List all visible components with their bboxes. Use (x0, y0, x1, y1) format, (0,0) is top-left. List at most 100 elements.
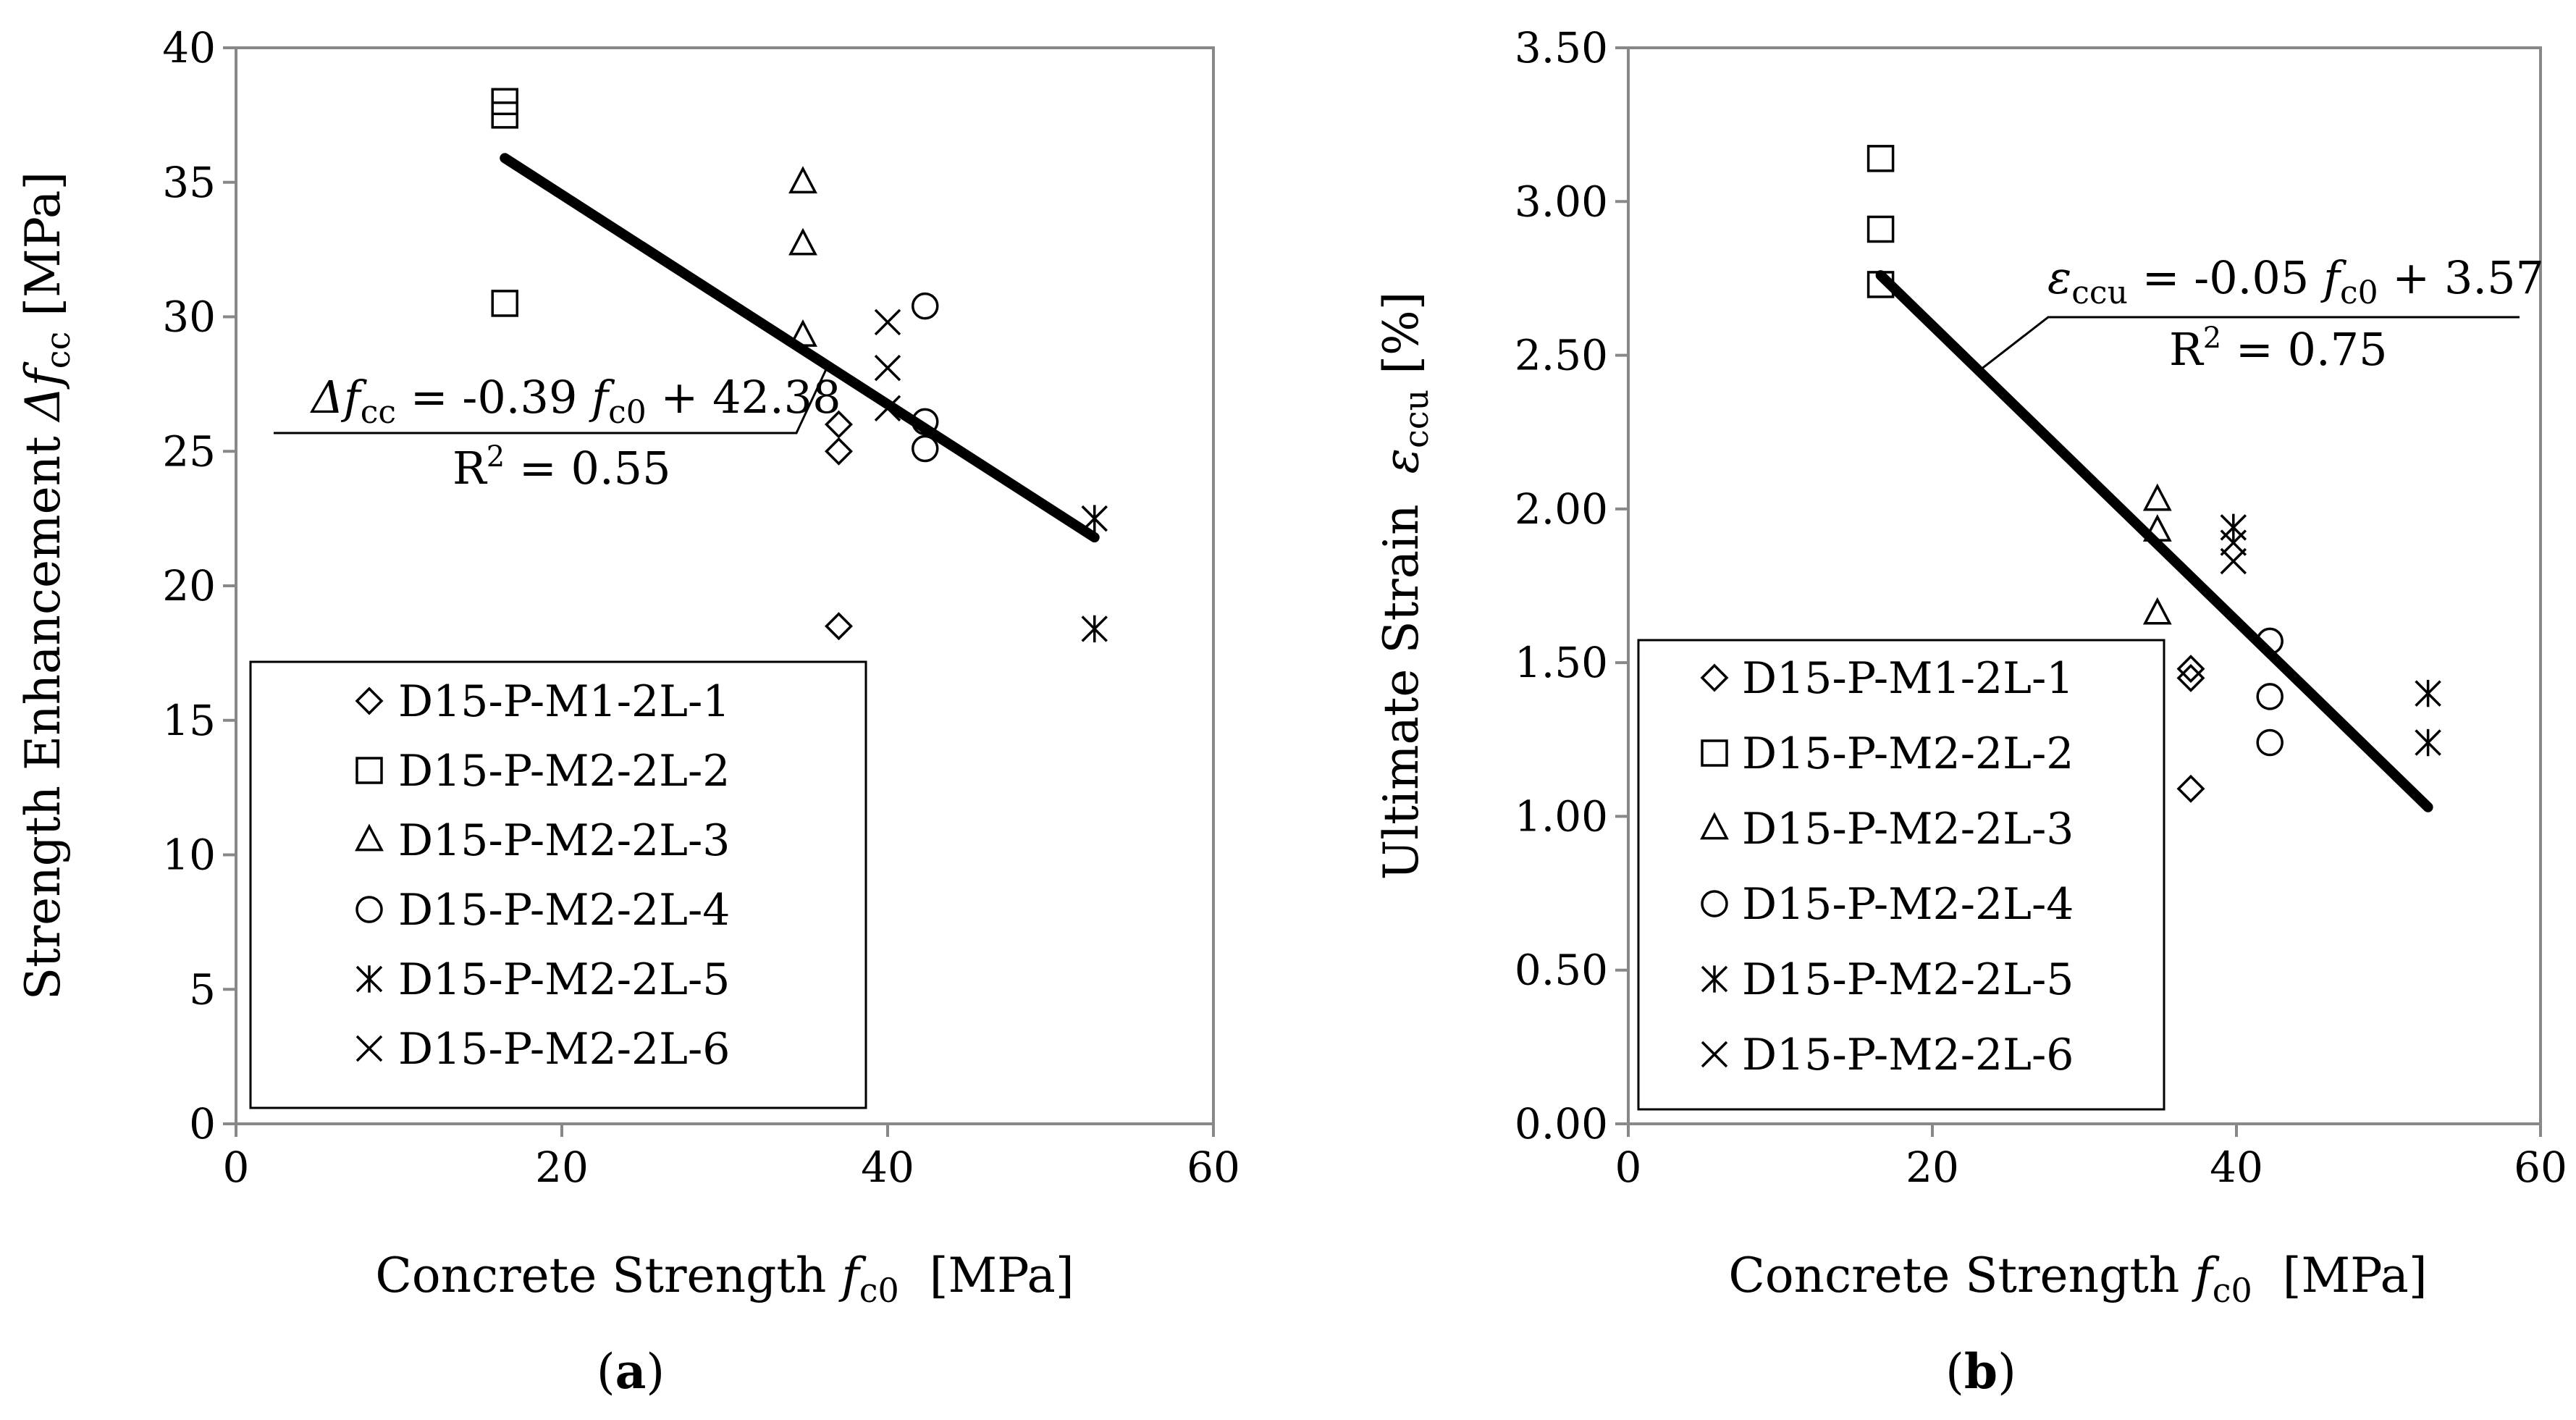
panel-a-legend-marker-diamond (355, 686, 384, 715)
panel-a-equation-leader (274, 367, 828, 434)
panel-a-y-tick-label: 10 (162, 831, 216, 880)
panel-a-point-square (491, 101, 518, 129)
panel-a-point-circle (912, 292, 939, 320)
panel-b-equation: εccu = -0.05 fc0 + 3.57 (2047, 251, 2544, 311)
panel-a-r2: R2 = 0.55 (453, 440, 671, 495)
panel-a-point-triangle (788, 319, 817, 347)
panel-a-legend-marker-asterisk (355, 965, 383, 993)
panel-b-legend-marker-circle (1701, 890, 1728, 917)
panel-a-x-tick-label: 40 (861, 1143, 914, 1192)
panel-a-legend-label: D15-P-M2-2L-3 (398, 815, 730, 866)
panel-b-point-circle (2256, 627, 2284, 655)
panel-b-point-asterisk (2415, 728, 2441, 757)
panel-a: 0 5 10 15 20 25 30 35 40 0 20 40 60 Δfcc = -0.39 fc… (15, 23, 1240, 1400)
panel-b-point-square (1866, 215, 1895, 243)
panel-b: 0.00 0.50 1.00 1.50 2.00 2.50 3.00 3.50 0 20 40 60… (1373, 23, 2567, 1400)
panel-a-y-tick-label: 25 (162, 427, 216, 476)
panel-a-x-tick-label: 60 (1187, 1143, 1240, 1192)
panel-a-x-axis: 0 20 40 60 (223, 1124, 1240, 1192)
panel-b-point-circle (2256, 728, 2284, 757)
panel-b-legend-label: D15-P-M2-2L-4 (1742, 879, 2074, 930)
panel-a-y-axis: 0 5 10 15 20 25 30 35 40 (162, 23, 236, 1148)
panel-b-point-x (2220, 529, 2247, 556)
panel-b-legend-marker-asterisk (1701, 965, 1728, 993)
panel-b-point-diamond (2176, 663, 2205, 692)
panel-b-legend-label: D15-P-M2-2L-3 (1742, 804, 2074, 854)
panel-b-x-tick-label: 0 (1615, 1143, 1642, 1192)
panel-a-legend-marker-circle (355, 896, 383, 923)
panel-b-y-tick-label: 2.00 (1515, 484, 1608, 534)
panel-b-data-points (1866, 145, 2441, 803)
panel-a-legend-marker-square (355, 757, 383, 784)
panel-a-legend-label: D15-P-M2-2L-6 (398, 1024, 730, 1075)
panel-b-legend-label: D15-P-M1-2L-1 (1742, 653, 2074, 704)
panel-a-legend-label: D15-P-M1-2L-1 (398, 676, 730, 727)
panel-a-point-asterisk (1081, 615, 1108, 643)
panel-a-point-x (874, 308, 901, 336)
panel-b-y-tick-label: 0.50 (1515, 946, 1608, 995)
panel-a-legend-label: D15-P-M2-2L-5 (398, 954, 730, 1005)
panel-b-caption: (b) (1945, 1343, 2016, 1400)
panel-b-y-tick-label: 0.00 (1515, 1099, 1608, 1148)
panel-a-y-tick-label: 0 (189, 1099, 216, 1148)
panel-b-x-tick-label: 60 (2514, 1143, 2567, 1192)
panel-a-legend-marker-triangle (355, 823, 384, 852)
panel-a-legend-marker-x (355, 1035, 383, 1062)
panel-a-y-tick-label: 20 (162, 561, 216, 610)
panel-b-legend-label: D15-P-M2-2L-6 (1742, 1030, 2074, 1080)
panel-b-point-diamond (2176, 774, 2205, 803)
panel-b-legend-marker-diamond (1700, 663, 1729, 692)
panel-a-y-tick-label: 15 (162, 696, 216, 745)
panel-b-y-tick-label: 3.00 (1515, 177, 1608, 226)
panel-a-point-triangle (788, 227, 817, 256)
panel-a-caption: (a) (597, 1343, 665, 1400)
panel-a-x-tick-label: 0 (223, 1143, 250, 1192)
panel-b-equation-leader (1980, 316, 2520, 371)
panel-a-y-tick-label: 5 (189, 965, 216, 1014)
panel-b-legend-entries: D15-P-M1-2L-1 D15-P-M2-2L-2 D15-P-M2-2L-3 D… (1700, 653, 2074, 1080)
panel-a-data-points (491, 88, 1108, 643)
panel-a-point-diamond (825, 612, 853, 641)
panel-b-legend-marker-triangle (1700, 812, 1729, 840)
panel-a-point-circle (912, 408, 939, 436)
panel-b-x-tick-label: 20 (1906, 1143, 1959, 1192)
panel-a-y-axis-title: Strength Enhancement Δfcc [MPa] (15, 172, 77, 1000)
panel-a-trendline (500, 153, 1100, 543)
panel-a-x-tick-label: 20 (535, 1143, 589, 1192)
panel-b-point-triangle (2142, 597, 2172, 625)
panel-a-legend (249, 660, 867, 1109)
panel-b-point-square (1866, 271, 1895, 298)
panel-b-y-tick-label: 3.50 (1515, 23, 1608, 72)
panel-a-point-diamond (825, 410, 853, 439)
panel-a-point-square (491, 290, 518, 317)
panel-a-point-diamond (825, 437, 853, 466)
panel-b-plot-frame (1627, 46, 2542, 1125)
panel-b-point-square (1866, 145, 1895, 172)
panel-b-y-tick-label: 2.50 (1515, 331, 1608, 380)
panel-b-point-x (2220, 547, 2247, 575)
panel-b-point-asterisk (2220, 513, 2247, 542)
panel-a-equation: Δfcc = -0.39 fc0 + 42.38 (310, 371, 841, 431)
panel-b-legend-marker-square (1701, 739, 1728, 767)
panel-a-point-triangle (788, 166, 817, 194)
panel-b-y-axis-title: Ultimate Strain εccu [%] (1373, 292, 1436, 881)
panel-a-legend-entries: D15-P-M1-2L-1 D15-P-M2-2L-2 D15-P-M2-2L-3 D… (355, 676, 730, 1075)
panel-a-y-tick-label: 30 (162, 293, 216, 342)
panel-b-point-diamond (2176, 655, 2205, 684)
panel-b-point-circle (2256, 683, 2284, 710)
panel-a-legend-label: D15-P-M2-2L-2 (398, 746, 730, 797)
panel-b-x-axis: 0 20 40 60 (1615, 1124, 2567, 1192)
panel-a-trendline-group (500, 153, 1100, 543)
panel-a-legend-label: D15-P-M2-2L-4 (398, 885, 730, 936)
panel-b-legend-marker-x (1701, 1041, 1728, 1068)
panel-b-legend (1637, 639, 2165, 1111)
panel-a-point-asterisk (1081, 505, 1108, 532)
panel-a-x-axis-title: Concrete Strength fc0 [MPa] (375, 1248, 1074, 1310)
panel-b-y-axis: 0.00 0.50 1.00 1.50 2.00 2.50 3.00 3.50 (1515, 23, 1628, 1148)
panel-b-x-axis-title: Concrete Strength fc0 [MPa] (1728, 1248, 2427, 1310)
panel-b-legend-label: D15-P-M2-2L-2 (1742, 728, 2074, 779)
panel-a-y-tick-label: 40 (162, 23, 216, 72)
panel-b-x-tick-label: 40 (2210, 1143, 2263, 1192)
panel-b-point-asterisk (2415, 679, 2441, 707)
panel-a-y-tick-label: 35 (162, 158, 216, 207)
